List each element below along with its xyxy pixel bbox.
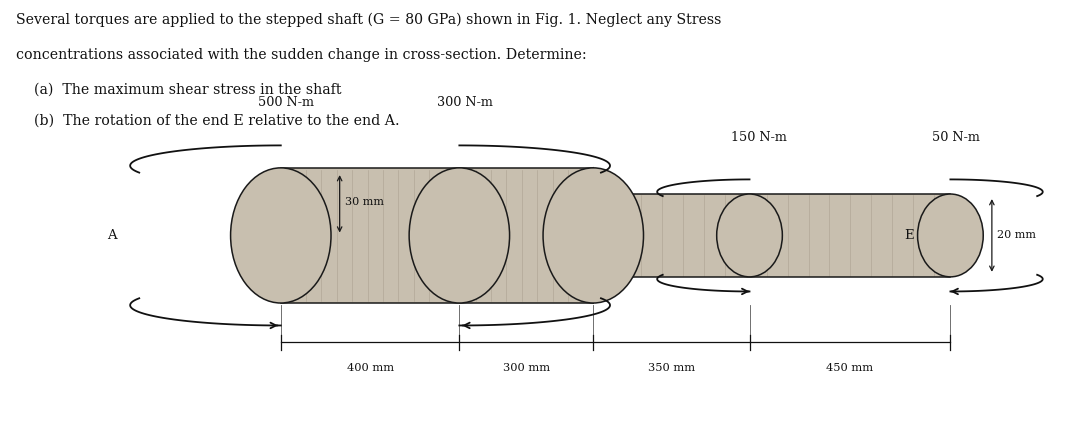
Text: 300 N-m: 300 N-m <box>436 96 492 109</box>
Text: 300 mm: 300 mm <box>503 363 550 373</box>
Text: Several torques are applied to the stepped shaft (G = 80 GPa) shown in Fig. 1. N: Several torques are applied to the stepp… <box>16 13 721 27</box>
Bar <box>620 194 950 277</box>
Ellipse shape <box>543 168 644 303</box>
Text: 150 N-m: 150 N-m <box>731 131 787 144</box>
Text: C: C <box>624 229 635 242</box>
Text: 450 mm: 450 mm <box>826 363 874 373</box>
Text: D: D <box>755 229 766 242</box>
Text: 50 N-m: 50 N-m <box>932 131 980 144</box>
Ellipse shape <box>409 168 510 303</box>
Text: 500 N-m: 500 N-m <box>258 96 314 109</box>
Text: 20 mm: 20 mm <box>997 231 1037 240</box>
Bar <box>281 168 593 303</box>
Text: concentrations associated with the sudden change in cross-section. Determine:: concentrations associated with the sudde… <box>16 48 586 62</box>
Text: (b)  The rotation of the end E relative to the end A.: (b) The rotation of the end E relative t… <box>16 113 400 127</box>
Text: A: A <box>108 229 117 242</box>
Ellipse shape <box>717 194 782 277</box>
Ellipse shape <box>231 168 330 303</box>
Text: 400 mm: 400 mm <box>347 363 393 373</box>
Polygon shape <box>593 168 620 303</box>
Text: B: B <box>464 229 474 242</box>
Text: 350 mm: 350 mm <box>648 363 694 373</box>
Text: (a)  The maximum shear stress in the shaft: (a) The maximum shear stress in the shaf… <box>16 83 341 97</box>
Text: 30 mm: 30 mm <box>346 197 384 207</box>
Text: E: E <box>905 229 915 242</box>
Ellipse shape <box>918 194 983 277</box>
